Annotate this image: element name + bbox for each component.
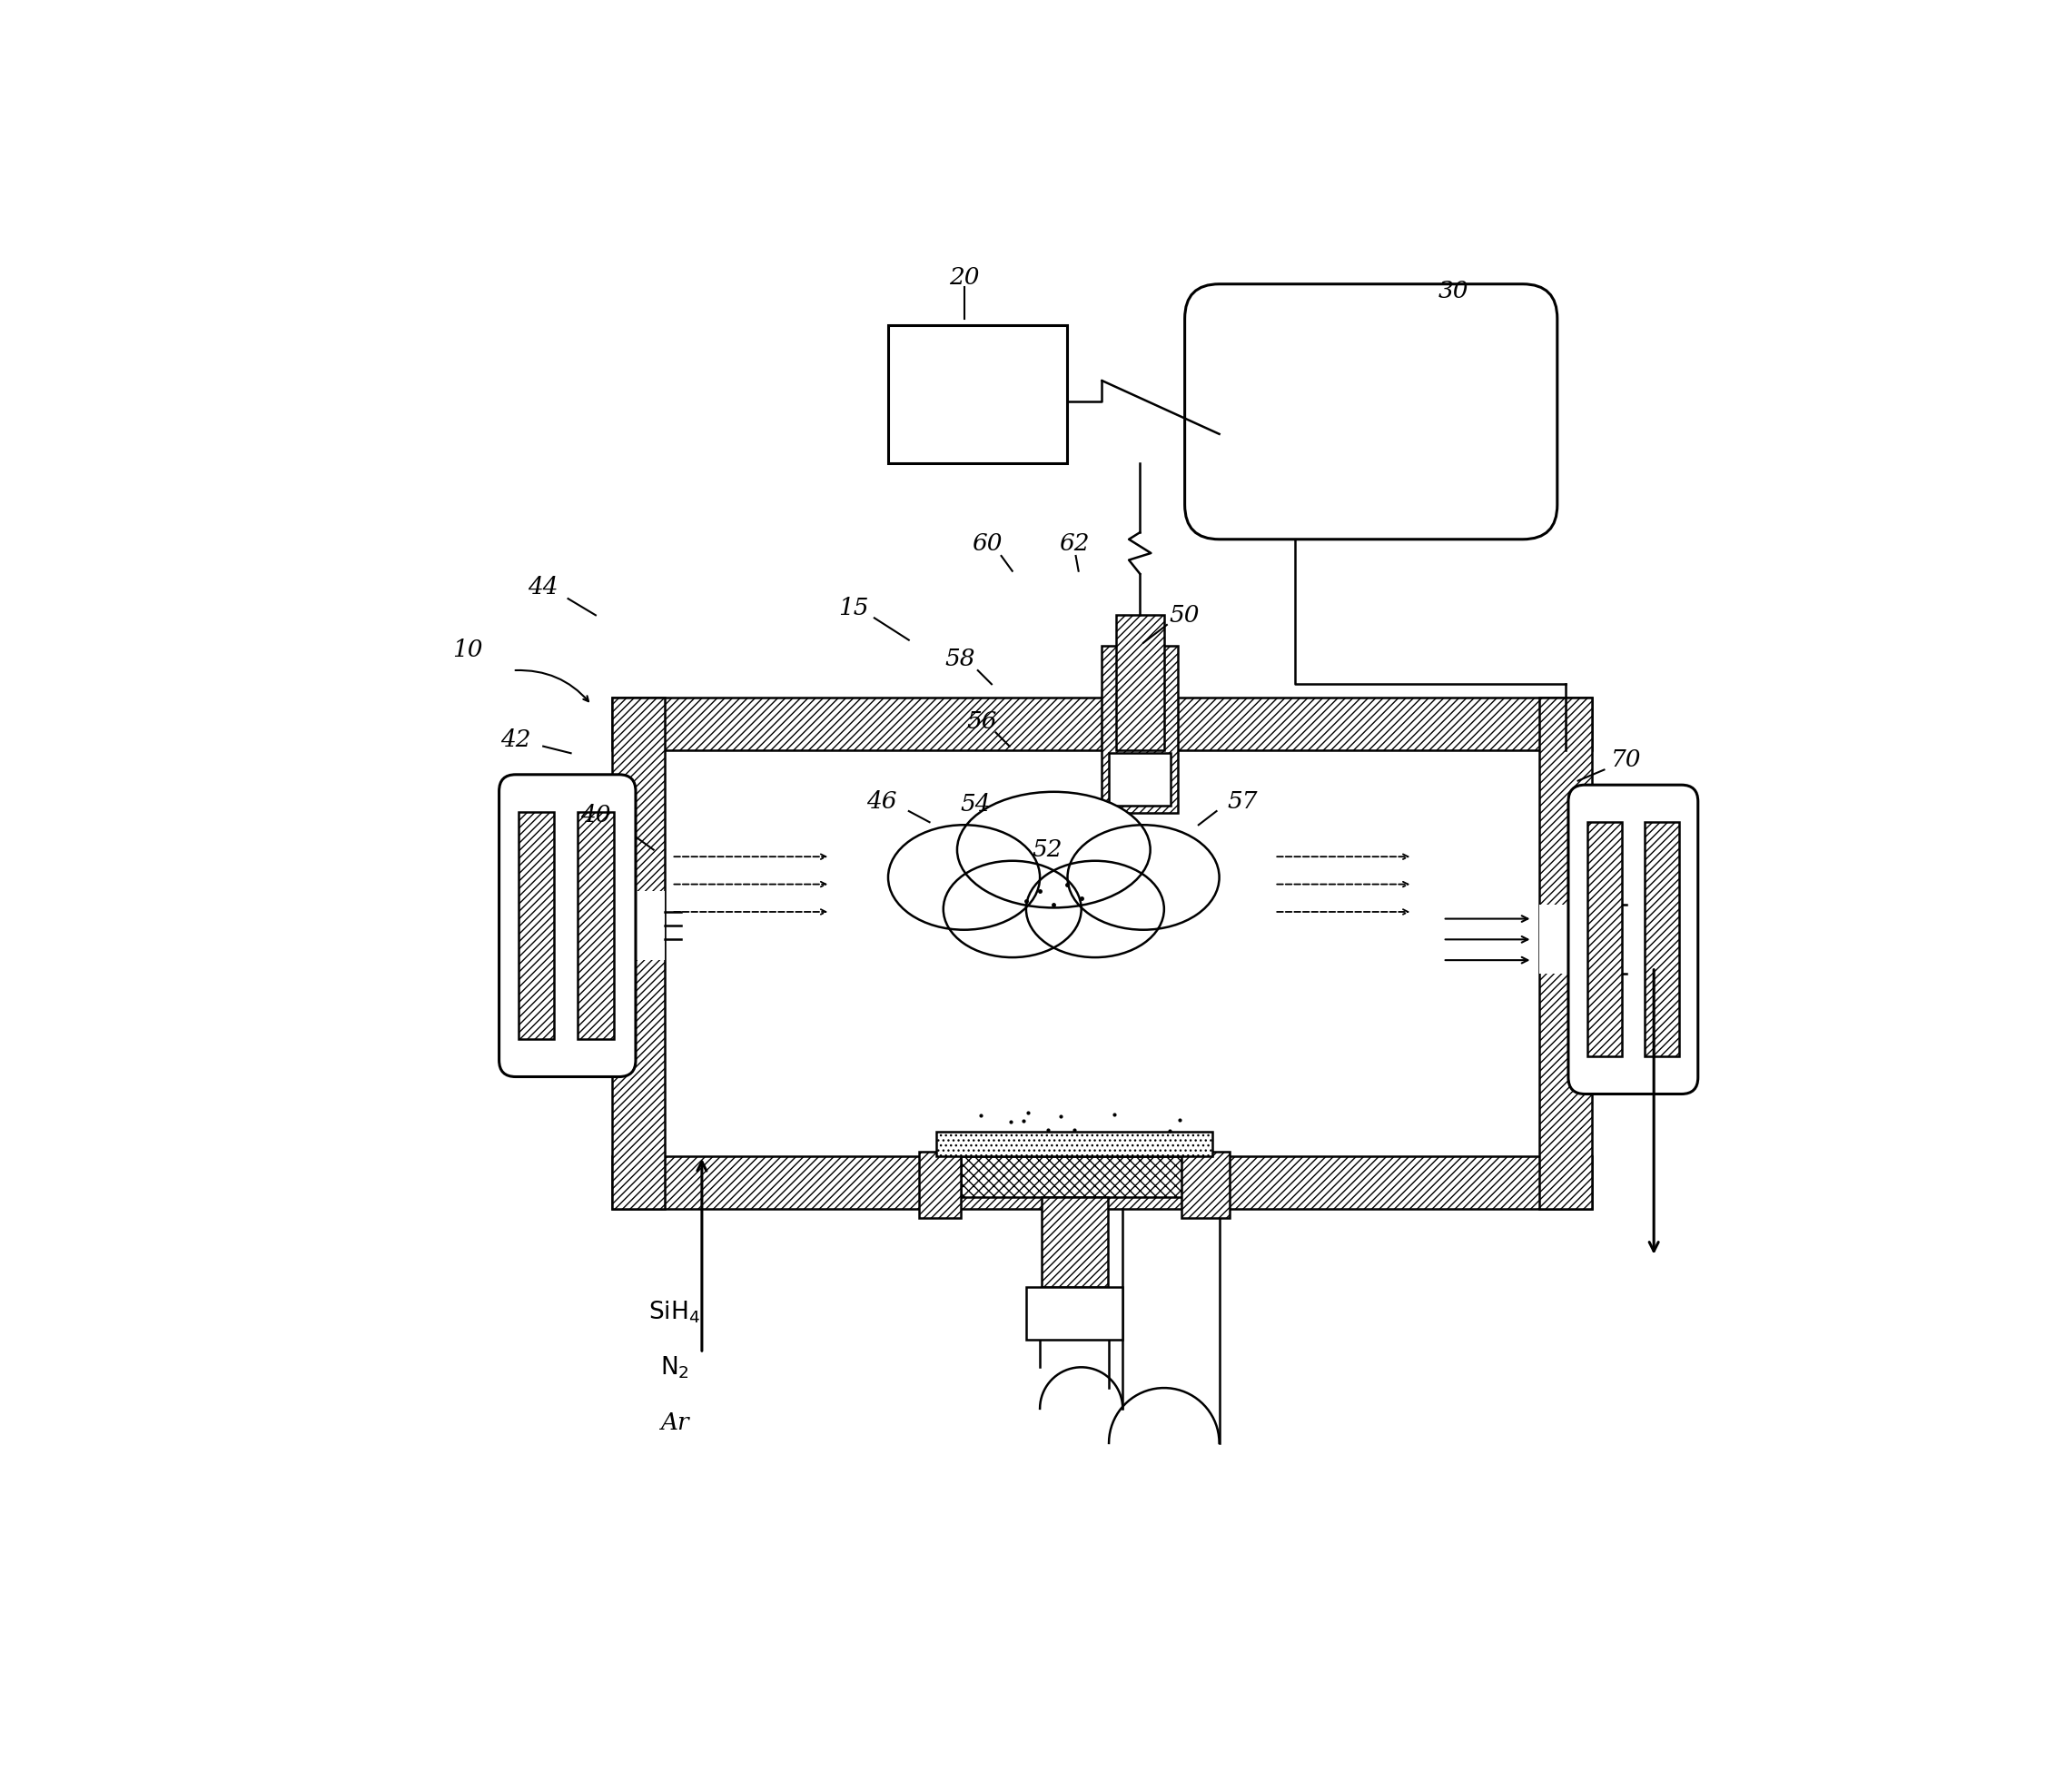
Text: 15: 15: [839, 597, 870, 620]
Bar: [1645, 823, 1678, 1057]
Bar: [613, 697, 1591, 751]
Bar: [1182, 1152, 1229, 1219]
Text: 20: 20: [948, 265, 979, 289]
Bar: [1540, 697, 1591, 1208]
Bar: [935, 1131, 1213, 1156]
Text: 50: 50: [1170, 604, 1201, 627]
Bar: [518, 812, 555, 1039]
Text: 46: 46: [866, 790, 896, 814]
Text: 70: 70: [1612, 749, 1641, 771]
Text: 30: 30: [1439, 280, 1468, 303]
Bar: [960, 1156, 1188, 1197]
Text: Ar: Ar: [660, 1410, 689, 1434]
Bar: [1540, 905, 1591, 975]
Text: 54: 54: [960, 792, 991, 815]
FancyBboxPatch shape: [1569, 785, 1698, 1093]
Bar: [578, 812, 613, 1039]
Text: 62: 62: [1059, 532, 1090, 556]
Text: 44: 44: [528, 577, 559, 599]
Ellipse shape: [958, 792, 1149, 909]
FancyBboxPatch shape: [500, 774, 635, 1077]
Bar: [1587, 823, 1622, 1057]
Bar: [1116, 615, 1164, 751]
Text: 40: 40: [580, 805, 611, 826]
Ellipse shape: [1026, 860, 1164, 957]
Bar: [1026, 1287, 1123, 1340]
Text: 52: 52: [1032, 839, 1063, 862]
Bar: [1040, 1197, 1108, 1287]
FancyBboxPatch shape: [1184, 285, 1556, 539]
Text: $\mathrm{N_2}$: $\mathrm{N_2}$: [660, 1355, 689, 1380]
Text: 58: 58: [944, 649, 975, 670]
Text: $\mathrm{SiH_4}$: $\mathrm{SiH_4}$: [648, 1299, 701, 1324]
Text: 60: 60: [972, 532, 1003, 556]
Ellipse shape: [888, 824, 1040, 930]
Text: 57: 57: [1227, 790, 1258, 814]
Ellipse shape: [944, 860, 1081, 957]
Bar: [919, 1152, 960, 1219]
Bar: [1102, 645, 1178, 812]
Bar: [664, 751, 1540, 1156]
Bar: [613, 697, 664, 1208]
Bar: [613, 1156, 1591, 1208]
Ellipse shape: [1067, 824, 1219, 930]
Text: 56: 56: [966, 710, 997, 733]
Bar: [888, 326, 1067, 464]
Bar: [1108, 753, 1172, 806]
Bar: [1108, 753, 1172, 806]
Text: 42: 42: [500, 728, 530, 751]
Bar: [613, 891, 664, 961]
Text: 10: 10: [452, 638, 483, 661]
